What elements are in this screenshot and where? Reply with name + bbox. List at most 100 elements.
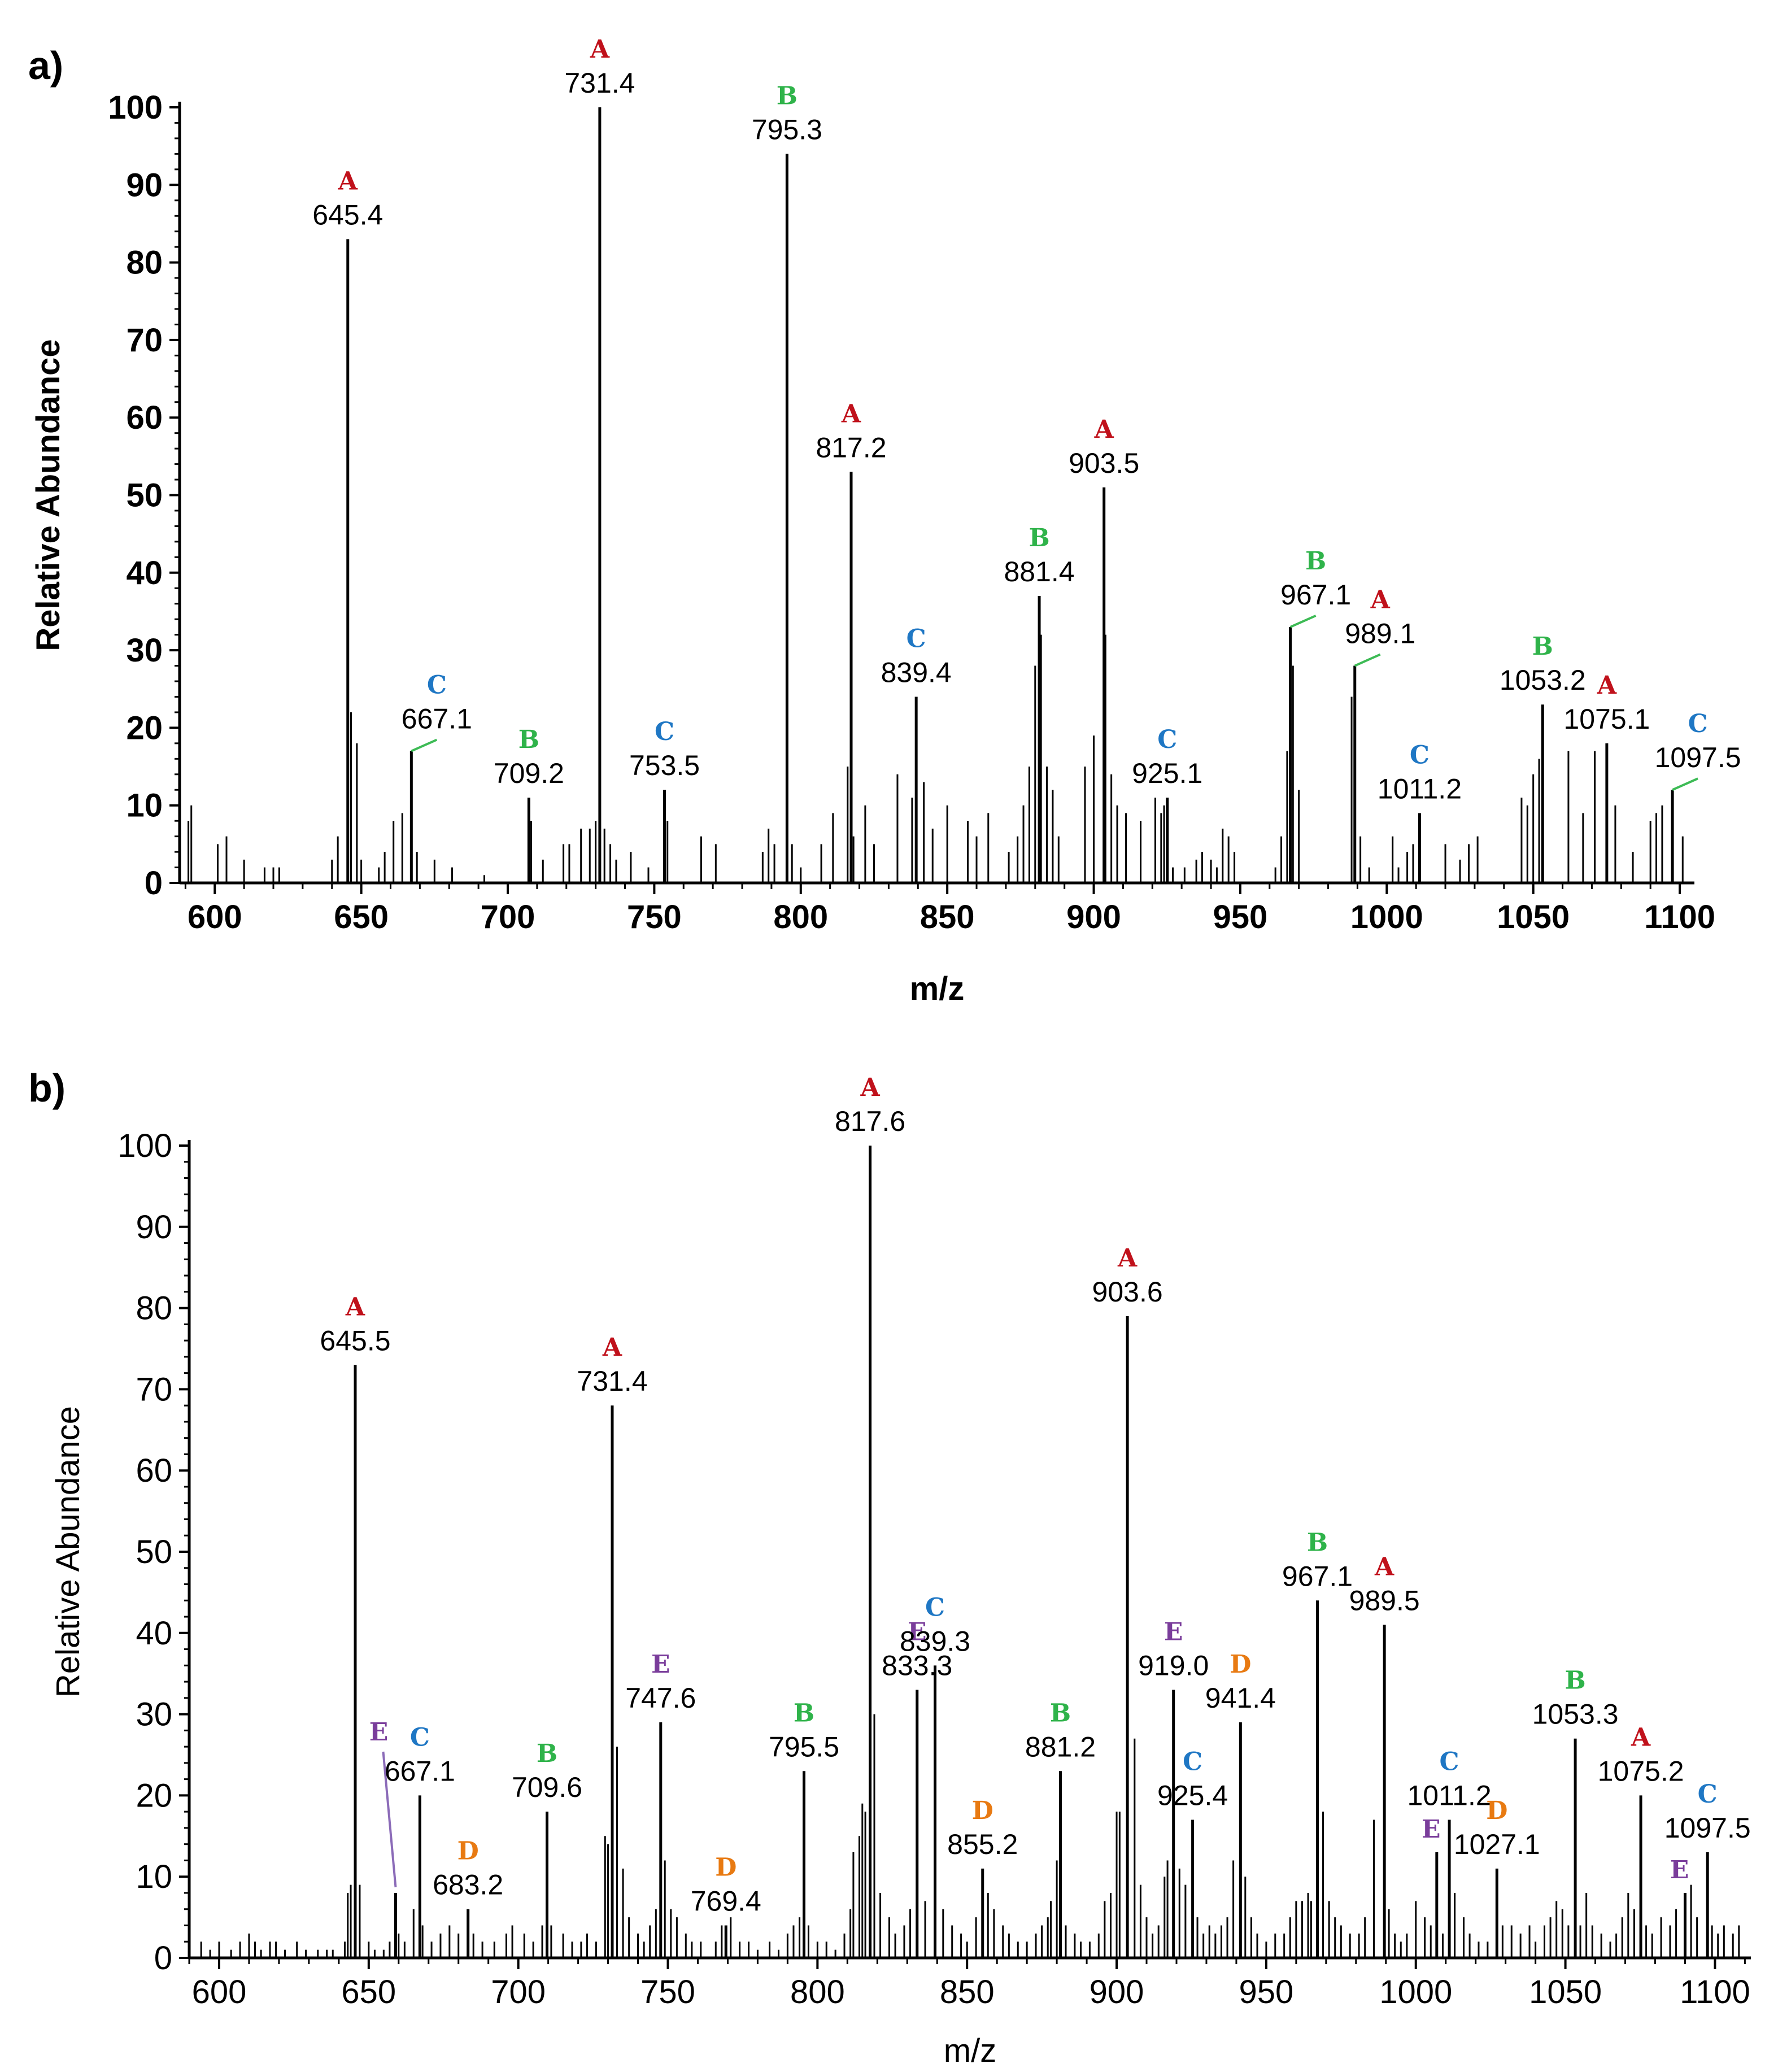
peak-mz-label: 1075.1 bbox=[1563, 703, 1650, 735]
peak-mz-label: 1075.2 bbox=[1598, 1755, 1684, 1787]
peak-leader-line bbox=[1672, 777, 1698, 791]
spectrum-panel-b: b) 0 10 20 30 40 50 60 70 80 90 100 600 650 700 750 800 8… bbox=[28, 1066, 1751, 2069]
x-tick-label: 1000 bbox=[1379, 1974, 1452, 2010]
x-tick-label: 950 bbox=[1213, 899, 1268, 935]
x-tick-label: 600 bbox=[188, 899, 242, 935]
peak-class-letter: A bbox=[1597, 671, 1617, 700]
y-tick-label: 60 bbox=[136, 1452, 172, 1489]
peak-mz-label: 747.6 bbox=[625, 1682, 696, 1714]
peak-mz-label: 683.2 bbox=[433, 1869, 503, 1901]
x-tick-label: 700 bbox=[481, 899, 535, 935]
y-tick-label: 40 bbox=[136, 1615, 172, 1652]
x-tick-label: 700 bbox=[491, 1974, 546, 2010]
y-axis-title: Relative Abundance bbox=[50, 1406, 86, 1697]
peak-mz-label: 1097.5 bbox=[1655, 742, 1741, 773]
y-tick-label: 50 bbox=[126, 477, 163, 514]
peak-mz-label: 839.4 bbox=[881, 656, 952, 688]
peak-class-letter: B bbox=[777, 81, 798, 110]
y-tick-label: 60 bbox=[126, 399, 163, 436]
peak-mz-label: 881.4 bbox=[1004, 556, 1074, 587]
peak-class-letter: C bbox=[655, 717, 674, 746]
peak-mz-label: 667.1 bbox=[385, 1755, 455, 1787]
y-tick-label: 90 bbox=[136, 1209, 172, 1246]
peak-mz-label: 817.6 bbox=[835, 1105, 905, 1137]
peak-class-letter: A bbox=[345, 1292, 365, 1321]
peak-class-letter: D bbox=[715, 1853, 737, 1882]
y-tick-label: 20 bbox=[126, 709, 163, 746]
x-tick-label: 750 bbox=[627, 899, 682, 935]
peak-class-letter: E bbox=[651, 1650, 670, 1679]
peak-class-letter: B bbox=[1029, 524, 1049, 552]
peak-mz-label: 667.1 bbox=[402, 703, 472, 735]
peak-mz-label: 795.3 bbox=[752, 114, 822, 145]
peak-class-letter: A bbox=[1094, 415, 1114, 444]
y-axis-title: Relative Abundance bbox=[30, 339, 67, 651]
y-tick-label: 40 bbox=[126, 555, 163, 591]
peak-mz-label: 1053.3 bbox=[1532, 1699, 1619, 1730]
y-tick-label: 80 bbox=[126, 245, 163, 281]
peak-class-letter: C bbox=[410, 1723, 430, 1752]
y-tick-label: 100 bbox=[108, 89, 163, 126]
x-tick-label: 850 bbox=[940, 1974, 995, 2010]
peak-mz-label: 753.5 bbox=[629, 750, 700, 781]
peak-mz-label: 925.1 bbox=[1132, 758, 1202, 789]
y-tick-label: 30 bbox=[126, 632, 163, 669]
peak-mz-label: 645.4 bbox=[312, 199, 383, 230]
peak-class-letter: C bbox=[1157, 725, 1177, 754]
peak-mz-label: 989.1 bbox=[1345, 618, 1415, 650]
x-tick-label: 1050 bbox=[1497, 899, 1570, 935]
panel-label: a) bbox=[28, 43, 63, 88]
x-tick-label: 1100 bbox=[1644, 899, 1715, 935]
x-tick-label: 650 bbox=[341, 1974, 396, 2010]
peak-class-letter: D bbox=[457, 1837, 479, 1866]
y-tick-label: 100 bbox=[117, 1128, 172, 1164]
peak-class-letter: D bbox=[1486, 1796, 1507, 1825]
peak-class-letter: A bbox=[338, 167, 358, 195]
peak-mz-label: 817.2 bbox=[816, 432, 886, 463]
x-tick-label: 650 bbox=[334, 899, 389, 935]
peak-mz-label: 855.2 bbox=[947, 1829, 1018, 1860]
peak-class-letter: A bbox=[602, 1333, 622, 1362]
y-tick-label: 20 bbox=[136, 1777, 172, 1814]
x-tick-label: 600 bbox=[192, 1974, 247, 2010]
x-tick-label: 900 bbox=[1066, 899, 1121, 935]
y-tick-label: 80 bbox=[136, 1290, 172, 1327]
peak-class-letter: A bbox=[590, 35, 610, 64]
y-tick-label: 0 bbox=[154, 1940, 172, 1977]
peak-class-letter: C bbox=[1440, 1748, 1459, 1777]
x-tick-label: 1000 bbox=[1350, 899, 1423, 935]
peak-mz-label: 709.2 bbox=[494, 758, 564, 789]
peak-mz-label: 833.3 bbox=[882, 1649, 952, 1681]
peak-leader-line bbox=[1354, 653, 1381, 667]
peak-class-letter: A bbox=[1374, 1552, 1394, 1581]
peak-mz-label: 731.4 bbox=[577, 1365, 647, 1397]
peak-mz-label: 967.1 bbox=[1282, 1560, 1353, 1592]
peak-mz-label: 1097.5 bbox=[1664, 1812, 1751, 1844]
y-tick-label: 70 bbox=[136, 1371, 172, 1408]
x-axis-title: m/z bbox=[944, 2032, 996, 2069]
peak-mz-label: 1011.2 bbox=[1378, 773, 1462, 804]
peak-class-letter: B bbox=[794, 1699, 814, 1727]
x-tick-label: 850 bbox=[920, 899, 975, 935]
peak-class-letter: B bbox=[537, 1739, 557, 1768]
y-tick-label: 90 bbox=[126, 167, 163, 203]
peak-class-letter: A bbox=[860, 1073, 881, 1102]
y-tick-label: 10 bbox=[136, 1858, 172, 1895]
peak-class-letter: B bbox=[518, 725, 539, 754]
peak-class-letter: B bbox=[1532, 632, 1553, 661]
y-tick-label: 10 bbox=[126, 787, 163, 824]
y-tick-label: 50 bbox=[136, 1534, 172, 1570]
peak-class-letter: C bbox=[925, 1593, 945, 1622]
peak-mz-label: 881.2 bbox=[1025, 1731, 1096, 1762]
peak-mz-label: 1027.1 bbox=[1454, 1829, 1540, 1860]
peak-class-letter: C bbox=[1183, 1748, 1202, 1777]
peak-mz-label: 903.5 bbox=[1069, 447, 1139, 479]
x-tick-label: 1050 bbox=[1529, 1974, 1602, 2010]
y-tick-label: 70 bbox=[126, 322, 163, 359]
x-tick-label: 900 bbox=[1090, 1974, 1144, 2010]
peak-class-letter: E bbox=[1164, 1617, 1183, 1646]
peak-leader-line bbox=[411, 738, 438, 752]
peak-class-letter: C bbox=[1688, 709, 1708, 738]
peak-mz-label: 1011.2 bbox=[1407, 1780, 1491, 1812]
panel-label: b) bbox=[28, 1066, 66, 1110]
